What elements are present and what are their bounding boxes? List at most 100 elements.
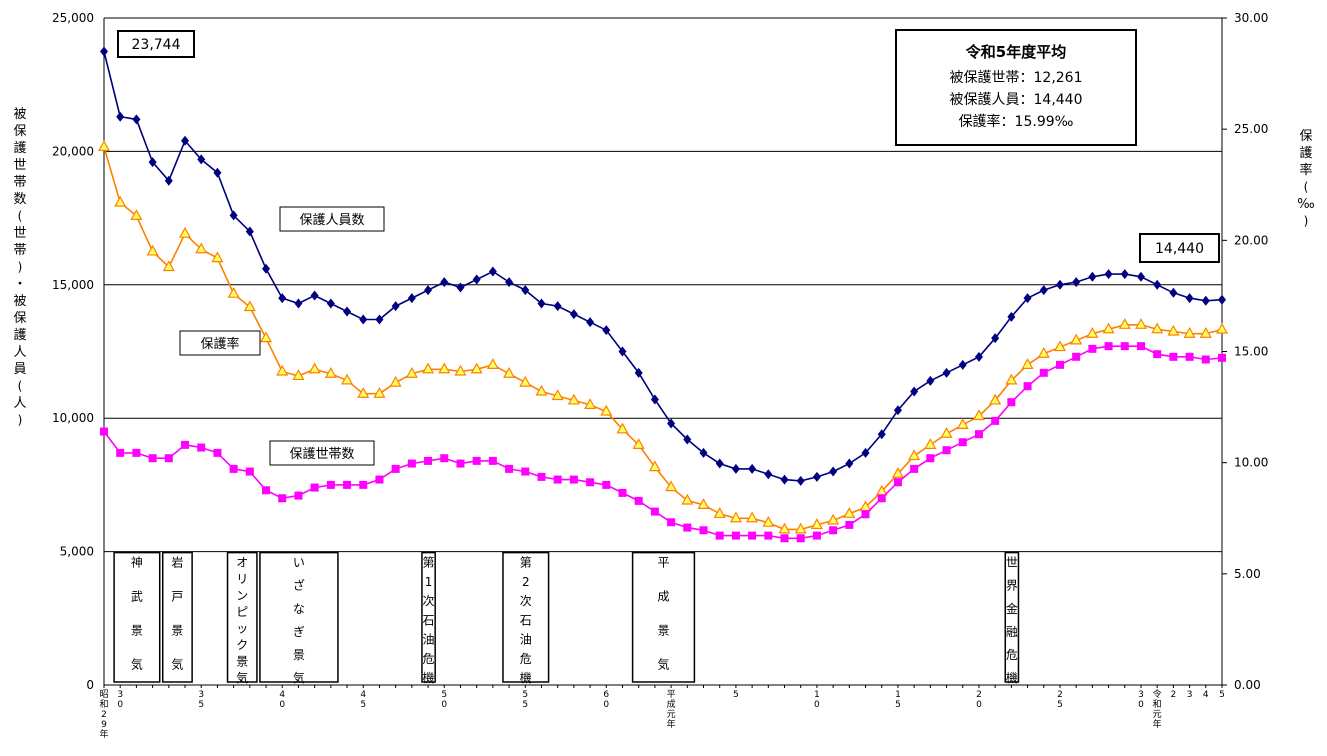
data-point-triangle — [97, 140, 111, 152]
data-point-triangle — [908, 449, 921, 461]
data-point-triangle — [114, 195, 127, 207]
data-point-square — [1169, 352, 1178, 361]
data-point-triangle — [324, 366, 337, 378]
data-point-diamond — [1185, 293, 1194, 304]
data-point-triangle — [924, 438, 937, 449]
data-point-diamond — [505, 277, 514, 288]
data-point-diamond — [650, 394, 659, 405]
data-point-diamond — [359, 314, 368, 325]
gridlines — [104, 17, 1222, 553]
data-point-triangle — [1070, 333, 1083, 345]
data-point-diamond — [1169, 287, 1178, 298]
data-point-square — [326, 480, 335, 489]
y-left-tick-label: 0 — [86, 678, 94, 692]
data-point-diamond — [1088, 271, 1097, 282]
summary-title: 令和5年度平均 — [966, 43, 1066, 61]
series-label-box — [269, 440, 375, 466]
data-point-triangle — [211, 251, 224, 263]
data-point-triangle — [389, 375, 402, 387]
data-point-triangle — [940, 427, 953, 438]
data-point-square — [715, 531, 724, 540]
data-point-triangle — [276, 364, 289, 376]
data-point-triangle — [438, 362, 451, 374]
data-point-diamond — [213, 167, 222, 178]
data-point-triangle — [1053, 340, 1066, 352]
data-point-diamond — [748, 463, 757, 474]
data-point-triangle — [778, 522, 791, 534]
series-label: 保護人員数 — [299, 212, 364, 228]
data-point-diamond — [424, 285, 433, 296]
data-point-square — [877, 494, 886, 503]
data-point-square — [780, 534, 789, 543]
y-left-tick-label: 10,000 — [52, 411, 94, 425]
data-point-triangle — [405, 366, 418, 378]
data-point-square — [796, 534, 805, 543]
data-point-diamond — [116, 111, 125, 122]
data-point-diamond — [197, 154, 206, 165]
data-point-triangle — [616, 422, 629, 434]
y-right-tick-label: 15.00 — [1234, 345, 1268, 359]
period-label: 神武景気 — [131, 556, 143, 672]
data-point-diamond — [877, 429, 886, 440]
data-point-diamond — [537, 298, 546, 309]
data-point-diamond — [553, 301, 562, 312]
data-point-triangle — [130, 209, 143, 220]
data-point-diamond — [521, 285, 530, 296]
x-tick-label: 平成元年 — [667, 689, 676, 730]
data-point-diamond — [569, 309, 578, 320]
data-point-triangle — [713, 507, 726, 518]
data-point-diamond — [229, 210, 238, 221]
period-label: 世界金融危機 — [1006, 556, 1018, 685]
period-box — [631, 551, 696, 683]
data-point-triangle — [1134, 318, 1148, 329]
data-point-square — [893, 478, 902, 487]
data-point-triangle — [162, 260, 175, 272]
data-point-triangle — [1183, 326, 1196, 338]
data-point-triangle — [972, 409, 985, 421]
data-point-triangle — [891, 467, 904, 478]
data-point-diamond — [667, 418, 676, 429]
value-callout-box — [1139, 233, 1220, 263]
data-point-diamond — [181, 135, 190, 146]
data-point-triangle — [1086, 326, 1099, 338]
y-right-axis-title: 保護率(‰) — [1297, 129, 1314, 228]
data-point-square — [650, 507, 659, 516]
data-point-diamond — [731, 463, 740, 474]
y-right-tick-label: 30.00 — [1234, 11, 1268, 25]
data-point-square — [424, 456, 433, 465]
data-point-square — [521, 467, 530, 476]
data-point-diamond — [634, 367, 643, 378]
data-point-triangle — [146, 244, 159, 256]
data-point-diamond — [958, 359, 967, 370]
period-label: 第 2 次石油危機 — [520, 556, 532, 685]
data-point-diamond — [942, 367, 951, 378]
data-point-square — [456, 459, 465, 468]
data-point-triangle — [195, 242, 208, 254]
data-point-square — [942, 446, 951, 455]
data-point-square — [245, 467, 254, 476]
series-line-0 — [103, 51, 1223, 482]
data-point-square — [1185, 352, 1194, 361]
data-point-triangle — [956, 418, 969, 429]
x-tick-label: 3 — [1187, 690, 1193, 700]
data-point-diamond — [1023, 293, 1032, 304]
data-point-diamond — [391, 301, 400, 312]
data-point-square — [197, 443, 206, 452]
series-label: 保護率 — [200, 336, 239, 352]
data-point-square — [181, 440, 190, 449]
data-point-diamond — [310, 290, 319, 301]
data-point-triangle — [827, 513, 840, 525]
data-point-square — [667, 518, 676, 527]
data-point-diamond — [974, 351, 983, 362]
value-callout: 23,744 — [132, 37, 181, 53]
data-point-square — [910, 464, 919, 473]
data-point-diamond — [893, 405, 902, 416]
axes: 0 5,000 10,000 15,000 20,000 25,000 0.00 5.00 10… — [13, 11, 1314, 740]
data-point-diamond — [845, 458, 854, 469]
data-point-square — [829, 526, 838, 535]
data-point-diamond — [375, 314, 384, 325]
summary-line: 被保護人員：14,440 — [950, 92, 1083, 108]
data-point-triangle — [665, 480, 678, 492]
